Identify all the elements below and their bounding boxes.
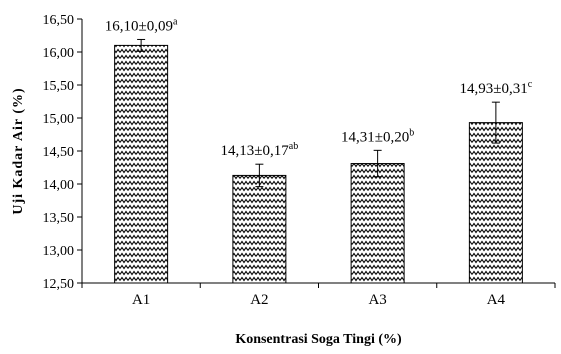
y-tick-label: 16,00	[43, 46, 75, 61]
bars	[114, 44, 523, 284]
y-tick-label: 13,00	[43, 244, 75, 259]
x-axis-ticks: A1 A2 A3 A4	[81, 283, 556, 308]
x-axis-title: Konsentrasi Soga Tingi (%)	[235, 332, 402, 347]
y-axis-title: Uji Kadar Air (%)	[11, 87, 26, 214]
x-tick-label: A3	[368, 292, 386, 308]
y-tick-label: 12,50	[43, 277, 75, 292]
x-tick-label: A2	[250, 292, 268, 308]
y-axis-ticks: 12,50 13,00 13,50 14,00 14,50 15,00 15,50 16,00…	[43, 13, 82, 292]
y-tick-label: 14,50	[43, 145, 75, 160]
y-tick-label: 13,50	[43, 211, 75, 226]
error-bars	[137, 38, 500, 188]
y-tick-label: 14,00	[43, 178, 75, 193]
x-tick-label: A4	[487, 292, 506, 308]
y-tick-label: 15,50	[43, 79, 75, 94]
y-tick-label: 15,00	[43, 112, 75, 127]
bar-a2	[232, 174, 287, 284]
error-bar	[137, 38, 146, 52]
bar-a3	[350, 163, 405, 284]
data-label: 14,93±0,31c	[460, 79, 533, 97]
x-tick-label: A1	[132, 292, 150, 308]
y-tick-label: 16,50	[43, 13, 75, 28]
error-bar	[491, 101, 500, 144]
bar-a4	[468, 122, 523, 284]
data-labels: 16,10±0,09a 14,13±0,17ab 14,31±0,20b 14,93±…	[105, 16, 533, 159]
data-label: 14,31±0,20b	[341, 127, 414, 145]
error-bar	[255, 163, 264, 188]
data-label: 14,13±0,17ab	[221, 141, 299, 159]
data-label: 16,10±0,09a	[105, 16, 178, 34]
error-bar	[373, 149, 382, 178]
bar-a1	[114, 44, 169, 284]
